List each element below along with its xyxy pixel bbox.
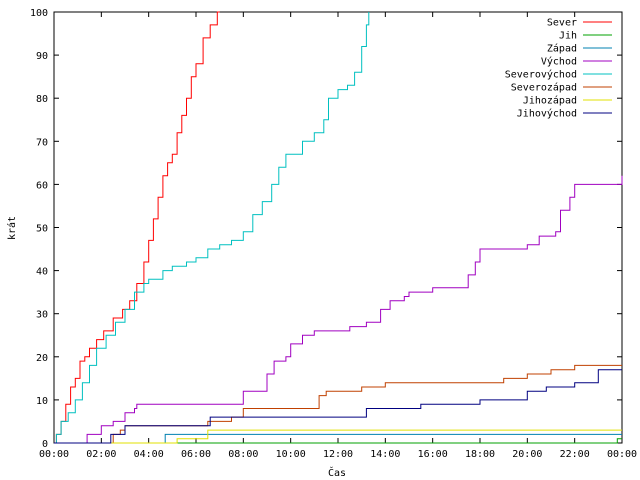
legend-label-4: Severovýchod	[505, 69, 577, 81]
x-tick-label: 14:00	[370, 449, 400, 460]
series-line-5	[54, 364, 622, 444]
x-tick-label: 04:00	[134, 449, 164, 460]
y-tick-label: 60	[36, 180, 48, 191]
legend-label-1: Jih	[559, 31, 577, 42]
x-tick-label: 20:00	[512, 449, 542, 460]
series-line-7	[54, 369, 622, 444]
series-line-1	[54, 438, 622, 444]
y-tick-label: 30	[36, 310, 48, 321]
legend-label-0: Sever	[547, 18, 577, 29]
x-tick-label: 00:00	[39, 449, 69, 460]
series-line-3	[54, 175, 623, 444]
x-tick-label: 22:00	[560, 449, 590, 460]
legend-label-5: Severozápad	[511, 82, 577, 94]
y-tick-label: 20	[36, 353, 48, 364]
legend-label-6: Jihozápad	[523, 95, 577, 107]
x-tick-label: 18:00	[465, 449, 495, 460]
x-tick-label: 10:00	[276, 449, 306, 460]
x-tick-label: 00:00	[607, 449, 637, 460]
x-tick-label: 16:00	[418, 449, 448, 460]
y-tick-label: 100	[30, 8, 48, 19]
y-tick-label: 90	[36, 51, 48, 62]
series-line-0	[54, 11, 220, 444]
x-tick-label: 08:00	[228, 449, 258, 460]
x-tick-label: 12:00	[323, 449, 353, 460]
legend-label-2: Západ	[547, 43, 577, 55]
y-tick-label: 70	[36, 137, 48, 148]
series-line-4	[54, 12, 370, 444]
x-tick-label: 02:00	[86, 449, 116, 460]
x-tick-label: 06:00	[181, 449, 211, 460]
y-tick-label: 40	[36, 267, 48, 278]
y-axis-label: krát	[6, 216, 18, 240]
y-tick-label: 10	[36, 396, 48, 407]
legend-label-7: Jihovýchod	[517, 108, 577, 120]
y-tick-label: 50	[36, 224, 48, 235]
legend: Sever JihZápadVýchodSeverovýchodSeverozáp…	[505, 18, 612, 120]
legend-label-3: Východ	[541, 56, 577, 68]
y-tick-label: 80	[36, 94, 48, 105]
y-tick-label: 0	[42, 439, 48, 450]
x-axis-label: Čas	[328, 466, 346, 479]
series-line-6	[54, 429, 622, 444]
